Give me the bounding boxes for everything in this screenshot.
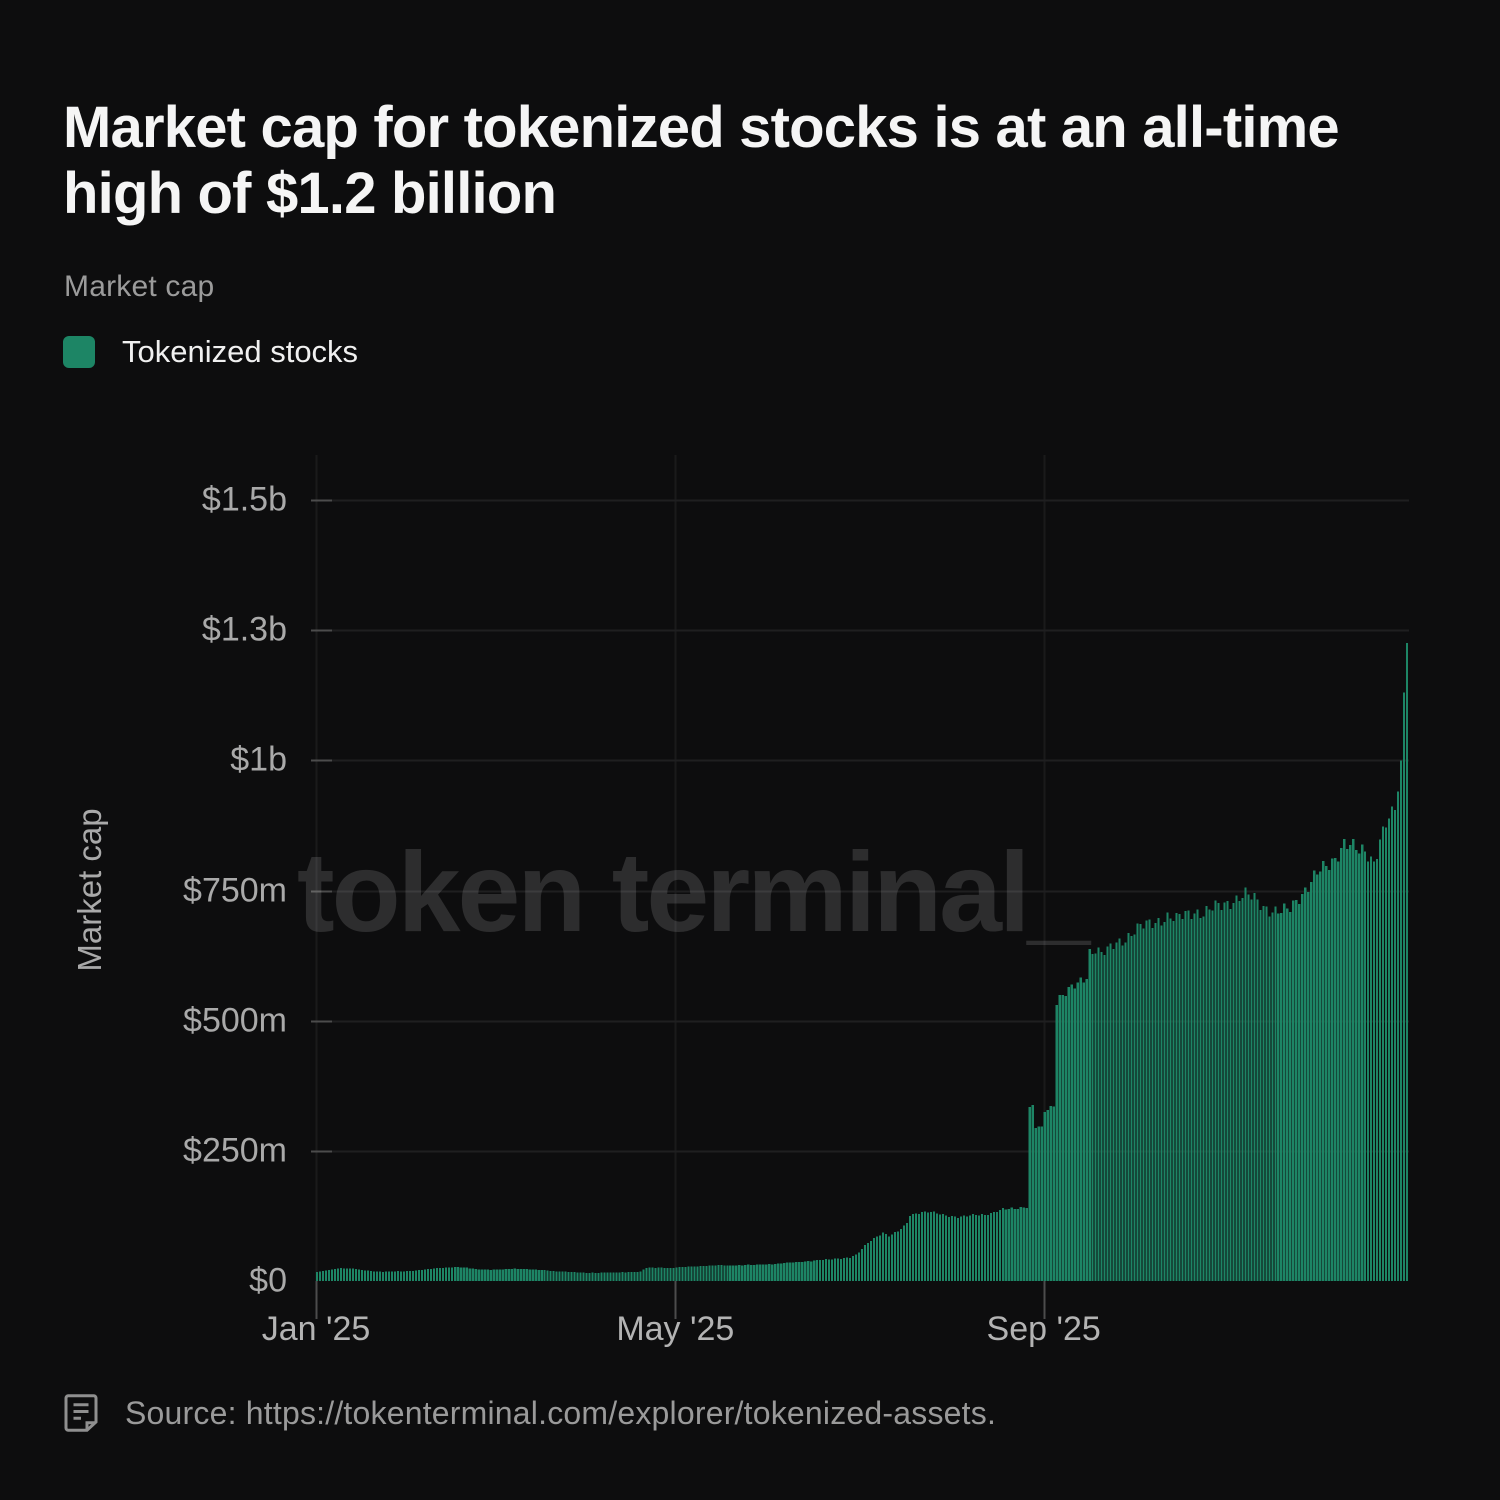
- chart-subtitle: Market cap: [64, 270, 215, 303]
- y-tick-label: $1b: [230, 740, 287, 779]
- y-tick-label: $1.5b: [201, 480, 287, 519]
- page-title: Market cap for tokenized stocks is at an…: [63, 94, 1340, 226]
- legend-item-tokenized-stocks[interactable]: Tokenized stocks: [63, 334, 358, 370]
- document-icon: [64, 1394, 98, 1432]
- x-tick-label: Sep '25: [986, 1310, 1101, 1348]
- x-tick-label: May '25: [616, 1310, 735, 1348]
- y-tick-label: $0: [249, 1261, 287, 1300]
- source-footer: Source: https://tokenterminal.com/explor…: [63, 1392, 996, 1434]
- bars-series-tokenized-stocks[interactable]: [316, 643, 1409, 1281]
- legend-swatch: [63, 336, 95, 368]
- x-tick-label: Jan '25: [261, 1310, 371, 1348]
- source-text: Source: https://tokenterminal.com/explor…: [125, 1394, 997, 1431]
- legend-label: Tokenized stocks: [122, 334, 359, 369]
- y-tick-label: $750m: [183, 871, 287, 909]
- y-tick-label: $1.3b: [201, 610, 287, 649]
- y-tick-label: $500m: [183, 1001, 287, 1040]
- y-tick-label: $250m: [183, 1131, 287, 1170]
